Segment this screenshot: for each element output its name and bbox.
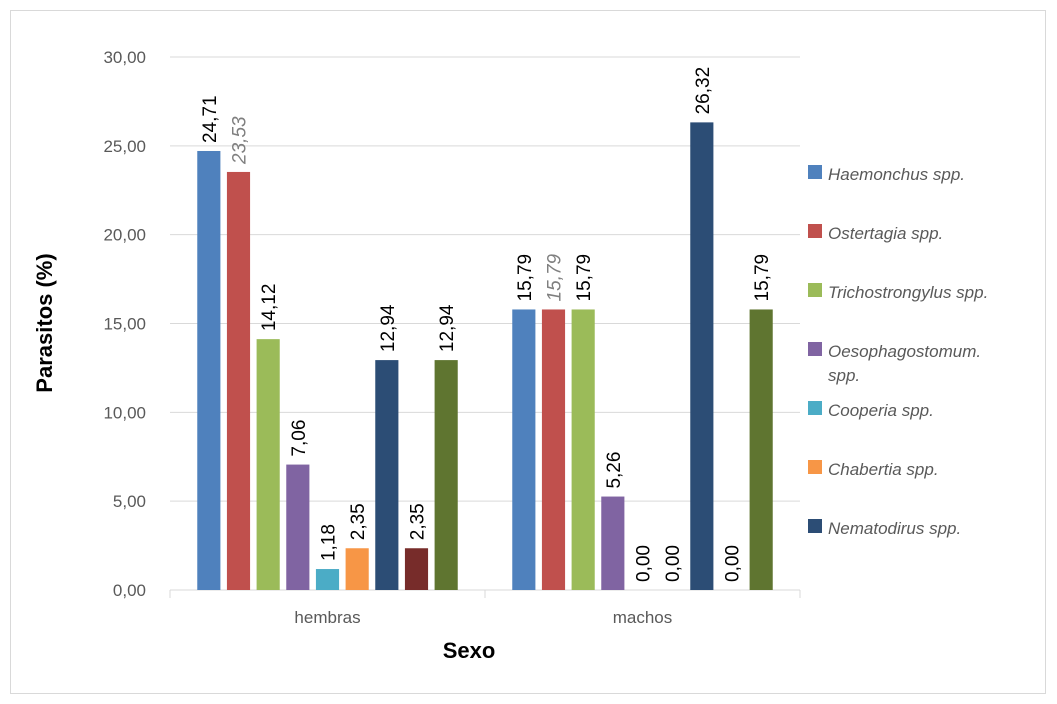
- data-label: 15,79: [515, 254, 536, 302]
- bar: [512, 309, 536, 590]
- bar: [197, 150, 221, 591]
- data-label: 2,35: [408, 503, 429, 540]
- legend-swatch: [808, 401, 822, 415]
- x-tick-label: hembras: [294, 608, 360, 627]
- legend-label: Ostertagia spp.: [828, 224, 943, 243]
- bar: [226, 171, 251, 591]
- legend-label: Nematodirus spp.: [828, 519, 961, 538]
- bar: [404, 548, 429, 590]
- legend-swatch: [808, 224, 822, 238]
- y-tick-label: 25,00: [103, 137, 146, 156]
- bar: [375, 360, 399, 590]
- y-tick-label: 10,00: [103, 403, 146, 422]
- data-label: 2,35: [348, 503, 369, 540]
- bar: [434, 360, 458, 590]
- data-label: 12,94: [378, 304, 399, 352]
- legend-swatch: [808, 165, 822, 179]
- legend-swatch: [808, 283, 822, 297]
- bar: [601, 496, 625, 590]
- data-label: 24,71: [200, 95, 221, 143]
- y-tick-label: 0,00: [113, 581, 146, 600]
- data-label: 26,32: [693, 67, 714, 115]
- data-label: 0,00: [723, 545, 744, 582]
- data-label: 15,79: [574, 254, 595, 302]
- bar: [541, 309, 566, 590]
- legend-swatch: [808, 519, 822, 533]
- legend-label: Cooperia spp.: [828, 401, 934, 420]
- bar: [345, 548, 369, 590]
- data-label: 7,06: [289, 420, 310, 457]
- legend-label: Haemonchus spp.: [828, 165, 965, 184]
- y-tick-label: 5,00: [113, 492, 146, 511]
- legend-swatch: [808, 460, 822, 474]
- bar: [256, 339, 280, 590]
- data-label: 15,79: [752, 254, 773, 302]
- legend-label: Oesophagostomum.: [828, 342, 981, 361]
- legend-label: Trichostrongylus spp.: [828, 283, 988, 302]
- data-label: 12,94: [437, 304, 458, 352]
- bar: [690, 122, 714, 590]
- bar: [315, 569, 340, 590]
- data-label: 1,18: [319, 524, 340, 561]
- legend-label: Chabertia spp.: [828, 460, 939, 479]
- bar: [286, 464, 310, 590]
- data-label: 15,79: [545, 253, 566, 301]
- data-label: 0,00: [634, 545, 655, 582]
- x-axis-title: Sexo: [443, 638, 496, 663]
- data-label: 14,12: [259, 284, 280, 332]
- bar: [749, 309, 773, 590]
- legend-swatch: [808, 342, 822, 356]
- data-label: 0,00: [663, 545, 684, 582]
- y-tick-label: 30,00: [103, 48, 146, 67]
- bar: [571, 309, 595, 590]
- x-tick-label: machos: [613, 608, 673, 627]
- data-label: 5,26: [604, 452, 625, 489]
- y-axis-title: Parasitos (%): [32, 253, 57, 392]
- y-tick-label: 15,00: [103, 315, 146, 334]
- data-label: 23,53: [230, 116, 251, 165]
- y-tick-label: 20,00: [103, 226, 146, 245]
- legend-label: spp.: [828, 366, 860, 385]
